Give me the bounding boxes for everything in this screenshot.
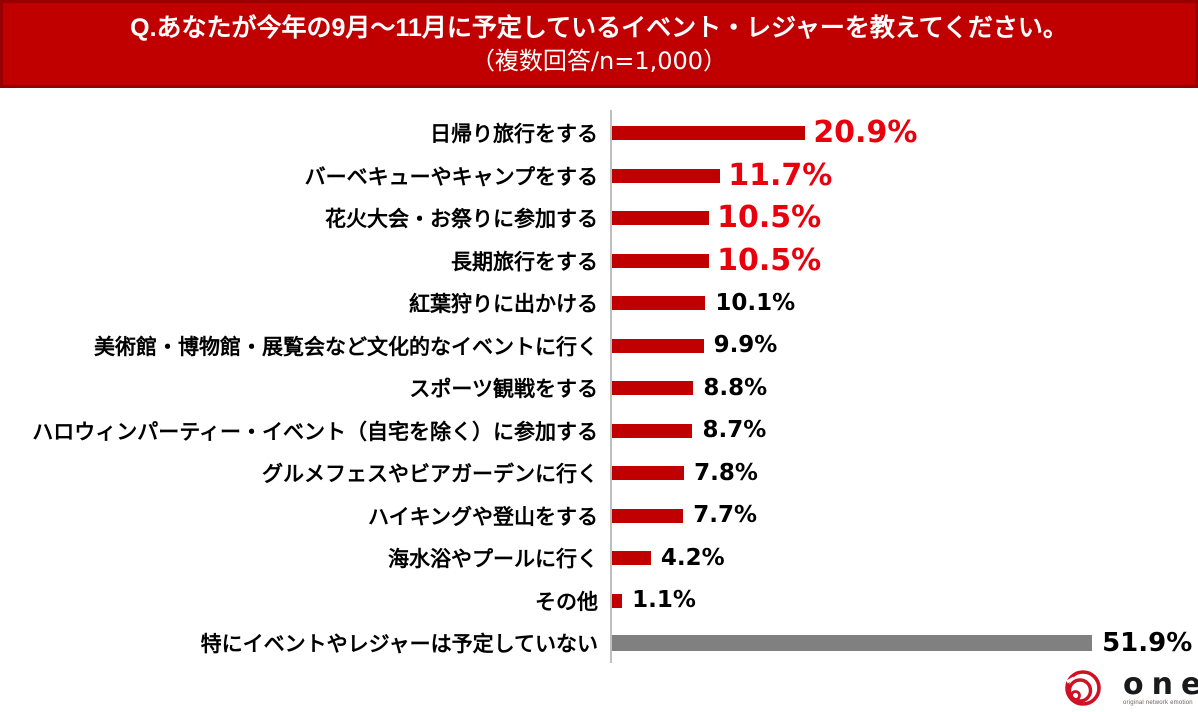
one-logo: one original network emotion (1064, 669, 1198, 707)
bar (612, 508, 684, 523)
bar (612, 635, 1093, 652)
bar (612, 211, 710, 226)
logo-name: one (1123, 667, 1198, 702)
bar-row: ハイキングや登山をする 7.7% (0, 495, 1198, 538)
bar (612, 296, 706, 311)
question-subtitle: （複数回答/n=1,000） (470, 46, 728, 75)
bar-row: 紅葉狩りに出かける 10.1% (0, 282, 1198, 325)
bar-row: 花火大会・お祭りに参加する 10.5% (0, 197, 1198, 240)
category-label: グルメフェスやビアガーデンに行く (262, 463, 598, 487)
bar-row: 美術館・博物館・展覧会など文化的なイベントに行く 9.9% (0, 325, 1198, 368)
category-label: ハイキングや登山をする (368, 505, 598, 529)
bar (612, 551, 651, 566)
bar-row: 海水浴やプールに行く 4.2% (0, 537, 1198, 580)
value-label: 8.8% (703, 374, 768, 401)
category-label: 長期旅行をする (451, 250, 598, 274)
bar (612, 593, 623, 608)
category-label: 日帰り旅行をする (430, 123, 598, 147)
spiral-circle-icon (1065, 670, 1101, 706)
category-label: 美術館・博物館・展覧会など文化的なイベントに行く (94, 335, 598, 359)
bar-row: 日帰り旅行をする 20.9% (0, 112, 1198, 155)
value-label: 1.1% (632, 587, 696, 614)
bar-row: 長期旅行をする 10.5% (0, 240, 1198, 283)
value-label: 20.9% (813, 115, 918, 151)
value-label: 8.7% (702, 417, 767, 444)
bar-chart: 日帰り旅行をする 20.9% バーベキューやキャンプをする 11.7% 花火大会… (0, 112, 1198, 665)
bar (612, 126, 806, 141)
value-label: 4.2% (660, 544, 725, 571)
question-title: Q.あなたが今年の9月～11月に予定しているイベント・レジャーを教えてください。 (130, 14, 1068, 43)
value-label: 10.5% (717, 200, 822, 236)
value-label: 51.9% (1102, 628, 1193, 659)
value-label: 7.8% (694, 459, 758, 486)
bar-row: バーベキューやキャンプをする 11.7% (0, 155, 1198, 198)
category-label: その他 (535, 590, 598, 614)
bar (612, 253, 710, 268)
category-label: 紅葉狩りに出かける (409, 293, 598, 317)
bar (612, 338, 704, 353)
category-label: 花火大会・お祭りに参加する (325, 208, 598, 232)
value-label: 10.5% (717, 242, 822, 278)
value-label: 7.7% (693, 502, 758, 529)
category-label: 特にイベントやレジャーは予定していない (200, 633, 598, 657)
bar (612, 381, 694, 396)
bar (612, 168, 721, 183)
value-label: 11.7% (728, 157, 833, 193)
bar (612, 466, 685, 481)
bar-row: 特にイベントやレジャーは予定していない 51.9% (0, 622, 1198, 665)
bar-row: グルメフェスやビアガーデンに行く 7.8% (0, 452, 1198, 495)
chart-axis-line (610, 110, 612, 663)
question-banner: Q.あなたが今年の9月～11月に予定しているイベント・レジャーを教えてください。… (0, 0, 1198, 88)
value-label: 9.9% (713, 332, 778, 359)
category-label: ハロウィンパーティー・イベント（自宅を除く）に参加する (32, 420, 598, 444)
bar-row: その他 1.1% (0, 580, 1198, 623)
logo-subtext: original network emotion (1123, 700, 1193, 707)
bar-row: スポーツ観戦をする 8.8% (0, 367, 1198, 410)
category-label: バーベキューやキャンプをする (304, 165, 598, 189)
value-label: 10.1% (715, 289, 796, 316)
bar (612, 423, 693, 438)
category-label: スポーツ観戦をする (409, 378, 598, 402)
category-label: 海水浴やプールに行く (388, 548, 598, 572)
bar-row: ハロウィンパーティー・イベント（自宅を除く）に参加する 8.7% (0, 410, 1198, 453)
